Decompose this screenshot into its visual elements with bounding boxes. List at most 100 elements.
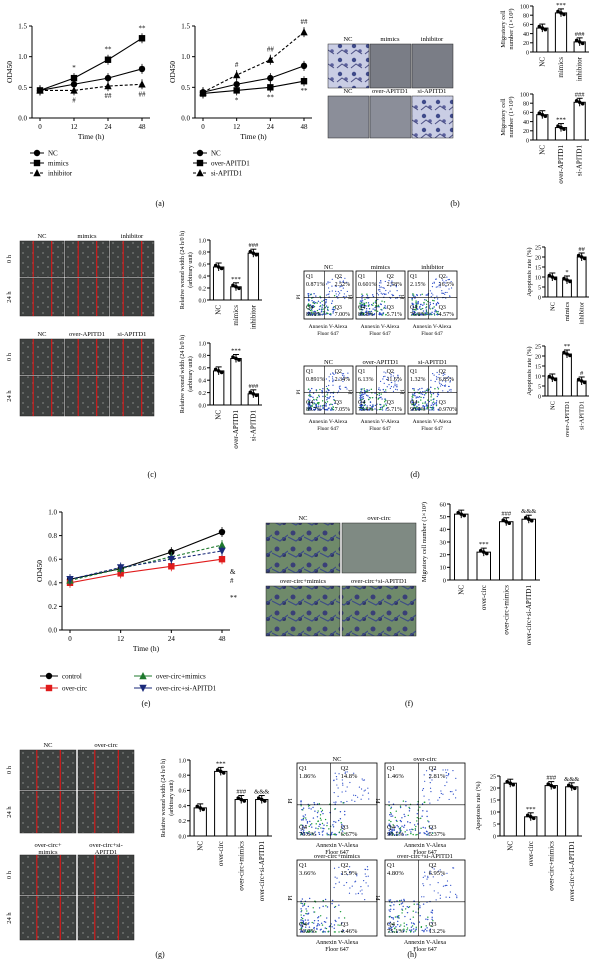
event-dot xyxy=(310,404,312,407)
y-tick-label: 10 xyxy=(440,565,447,572)
event-dot xyxy=(436,301,439,304)
event-dot xyxy=(449,295,451,297)
event-dot xyxy=(368,307,371,310)
event-dot xyxy=(427,820,429,822)
event-dot xyxy=(435,286,437,288)
quadrant-name: Q3 xyxy=(387,400,394,406)
y-tick-label: 0.4 xyxy=(48,579,57,587)
significance-mark: # xyxy=(235,61,239,69)
event-dot xyxy=(367,875,369,877)
wound-photo xyxy=(19,790,77,834)
event-dot xyxy=(444,293,446,295)
event-dot xyxy=(303,914,305,917)
y-tick-label: 20 xyxy=(490,786,496,792)
replicate-dot xyxy=(556,124,560,128)
event-dot xyxy=(339,385,341,387)
event-dot xyxy=(312,305,315,307)
significance-mark: # xyxy=(230,577,234,585)
replicate-dot xyxy=(508,781,513,785)
significance-mark: ** xyxy=(105,46,113,54)
event-dot xyxy=(360,409,363,411)
flow-y-label: PI xyxy=(296,294,302,299)
event-dot xyxy=(313,919,316,922)
event-dot xyxy=(326,906,329,908)
event-dot xyxy=(394,816,396,819)
event-dot xyxy=(311,387,313,390)
x-category-label: NC xyxy=(215,305,223,315)
flow-x-label: Fluor 647 xyxy=(369,331,391,337)
data-point-NC xyxy=(70,81,78,88)
event-dot xyxy=(452,770,454,772)
event-dot xyxy=(425,311,428,313)
event-dot xyxy=(334,285,336,287)
y-axis-title: (arbitrary unit) xyxy=(187,356,194,391)
bar-NC xyxy=(193,807,207,837)
event-dot xyxy=(396,900,398,902)
replicate-dot xyxy=(215,768,220,772)
event-dot xyxy=(334,309,336,311)
event-dot xyxy=(340,801,342,803)
event-dot xyxy=(413,314,416,316)
event-dot xyxy=(435,278,437,281)
event-dot xyxy=(432,307,434,309)
event-dot xyxy=(338,292,341,294)
event-dot xyxy=(307,313,310,316)
event-dot xyxy=(318,402,320,404)
event-dot xyxy=(412,303,415,305)
event-dot xyxy=(415,408,418,410)
photo-label: over-circ+si-APITD1 xyxy=(351,578,407,585)
event-dot xyxy=(310,308,313,311)
bar-over-circ+mimics xyxy=(499,521,514,581)
event-dot xyxy=(378,392,380,395)
event-dot xyxy=(404,815,406,818)
event-dot xyxy=(403,898,405,901)
event-dot xyxy=(383,301,386,303)
quadrant-value: 1.32% xyxy=(410,377,426,383)
photo-label: mimics xyxy=(38,849,58,856)
event-dot xyxy=(409,918,412,920)
legend-label: si-APITD1 xyxy=(211,170,243,178)
event-dot xyxy=(307,905,310,908)
event-dot xyxy=(384,375,386,377)
event-dot xyxy=(319,814,322,816)
data-point-mimics xyxy=(138,35,146,42)
event-dot xyxy=(445,280,447,282)
replicate-dot xyxy=(216,265,221,269)
event-dot xyxy=(422,402,424,404)
event-dot xyxy=(309,824,312,826)
event-dot xyxy=(322,830,324,832)
event-dot xyxy=(315,295,317,297)
event-dot xyxy=(355,794,357,797)
event-dot xyxy=(444,769,447,771)
quadrant-name: Q4 xyxy=(410,400,417,406)
event-dot xyxy=(331,308,334,311)
event-dot xyxy=(361,778,363,780)
replicate-dot xyxy=(562,12,566,17)
event-dot xyxy=(310,395,312,398)
event-dot xyxy=(365,310,368,312)
event-dot xyxy=(329,373,332,375)
event-dot xyxy=(445,771,447,774)
event-dot xyxy=(344,813,346,816)
event-dot xyxy=(413,392,416,395)
event-dot xyxy=(329,313,332,315)
event-dot xyxy=(346,771,348,773)
replicate-dot xyxy=(462,513,467,518)
event-dot xyxy=(426,878,428,880)
event-dot xyxy=(401,902,404,904)
x-category-label: NC xyxy=(215,410,223,420)
event-dot xyxy=(426,810,428,812)
event-dot xyxy=(375,305,377,307)
event-dot xyxy=(437,882,439,884)
event-dot xyxy=(429,386,432,388)
event-dot xyxy=(448,773,450,776)
event-dot xyxy=(444,291,446,294)
event-dot xyxy=(374,306,376,309)
event-dot xyxy=(368,398,370,401)
event-dot xyxy=(320,922,323,924)
event-dot xyxy=(437,870,440,872)
event-dot xyxy=(337,390,340,392)
event-dot xyxy=(307,919,309,921)
